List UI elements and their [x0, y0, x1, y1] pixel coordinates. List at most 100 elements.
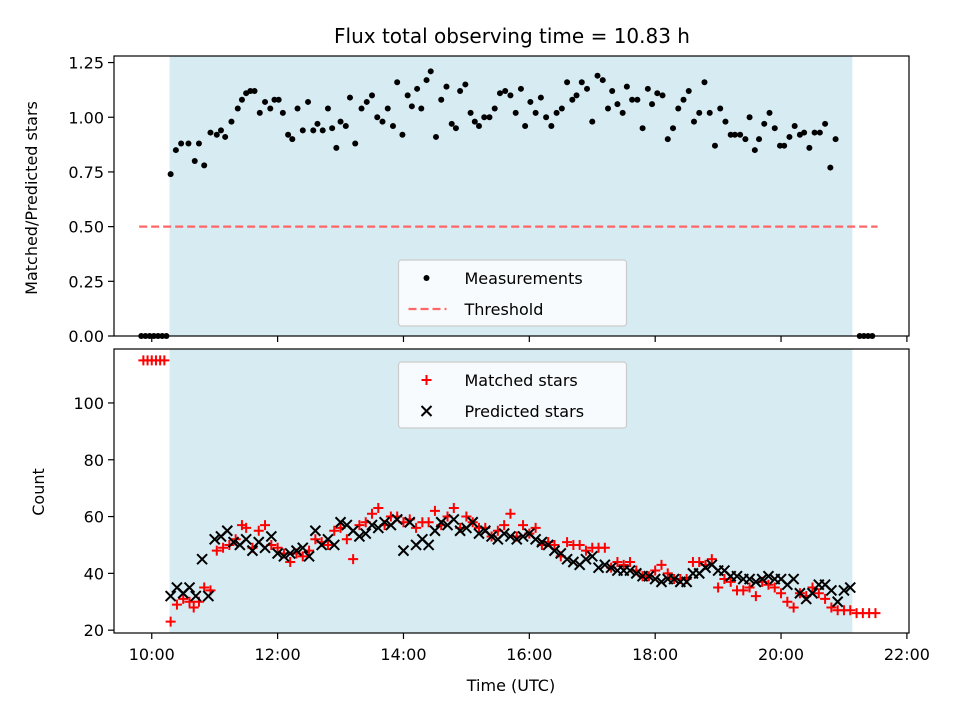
data-point: [391, 513, 403, 526]
data-point: [411, 522, 422, 533]
data-point: [329, 125, 336, 132]
data-point: [475, 123, 482, 129]
data-point: [379, 118, 386, 125]
data-point: [404, 92, 411, 99]
data-point: [222, 133, 229, 140]
data-point: [527, 98, 534, 105]
data-point: [788, 602, 799, 613]
x-tick-label: 20:00: [758, 645, 804, 664]
data-point: [358, 105, 365, 112]
data-point: [649, 573, 661, 585]
data-point: [429, 505, 440, 516]
data-point: [262, 98, 269, 105]
data-point: [167, 171, 174, 178]
legend-label: Predicted stars: [465, 402, 585, 421]
data-point: [599, 559, 611, 571]
data-point: [435, 516, 447, 528]
data-point: [297, 542, 309, 554]
data-point: [367, 508, 378, 519]
data-point: [247, 88, 254, 94]
data-point: [766, 109, 773, 116]
data-point: [826, 602, 837, 613]
data-point: [573, 92, 580, 99]
data-point: [586, 550, 598, 563]
y-tick-label: 0.00: [68, 327, 104, 346]
data-point: [432, 133, 439, 140]
y-tick-label: 0.25: [68, 272, 104, 291]
data-point: [630, 567, 643, 580]
y-tick-label: 20: [84, 621, 104, 640]
data-point: [549, 539, 560, 550]
data-point: [776, 588, 787, 599]
data-point: [159, 355, 170, 366]
data-point: [499, 520, 510, 531]
data-point: [481, 114, 488, 121]
data-point: [278, 550, 290, 563]
data-point: [275, 96, 282, 103]
data-point: [614, 101, 621, 108]
data-point: [363, 98, 370, 105]
data-point: [448, 120, 455, 127]
data-point: [329, 525, 340, 536]
data-point: [791, 123, 798, 129]
data-point: [334, 516, 347, 528]
data-point: [743, 573, 756, 585]
data-point: [491, 105, 498, 112]
data-point: [649, 101, 656, 108]
data-point: [369, 92, 376, 99]
data-point: [348, 554, 359, 565]
chart-title: Flux total observing time = 10.83 h: [334, 24, 690, 48]
data-point: [178, 140, 185, 147]
data-point: [271, 547, 284, 560]
data-point: [384, 105, 391, 112]
data-point: [267, 105, 274, 112]
series-predicted-stars: [164, 513, 856, 608]
data-point: [589, 118, 596, 125]
series-measurements: [138, 68, 876, 339]
y-tick-label: 40: [84, 564, 104, 583]
data-point: [285, 557, 296, 567]
data-point: [319, 127, 326, 134]
data-point: [713, 582, 724, 593]
data-point: [208, 533, 221, 545]
data-point: [564, 79, 571, 86]
data-point: [271, 96, 278, 103]
data-point: [373, 503, 384, 514]
data-point: [309, 525, 322, 537]
data-point: [505, 508, 516, 519]
data-point: [725, 576, 736, 587]
legend-label: Matched stars: [465, 371, 578, 390]
data-point: [806, 587, 819, 599]
data-point: [801, 129, 808, 136]
x-axis-label: Time (UTC): [466, 676, 555, 695]
data-point: [623, 83, 630, 90]
data-point: [171, 599, 182, 610]
data-point: [737, 131, 744, 138]
data-point: [290, 544, 303, 557]
data-point: [240, 533, 252, 545]
data-point: [285, 131, 292, 138]
data-point: [763, 579, 774, 590]
data-point: [537, 94, 544, 101]
data-point: [165, 616, 176, 627]
data-point: [260, 520, 271, 531]
data-point: [634, 96, 641, 103]
data-point: [680, 96, 687, 103]
data-point: [654, 90, 661, 97]
data-point: [399, 131, 406, 138]
data-point: [378, 516, 391, 528]
data-point: [624, 564, 636, 577]
data-point: [314, 120, 321, 127]
data-point: [438, 96, 445, 103]
data-point: [294, 105, 301, 112]
data-point: [656, 559, 667, 570]
data-point: [650, 565, 661, 576]
data-point: [408, 103, 415, 110]
axes-frame: [113, 348, 910, 634]
bottom-axes: 20 40 60 80 100 10:00 12:00 14:00 16:00 18:00 20:0…: [73, 348, 930, 664]
data-point: [699, 561, 712, 574]
data-point: [870, 608, 881, 619]
data-point: [639, 125, 646, 132]
data-point: [284, 547, 296, 560]
data-point: [299, 127, 306, 134]
